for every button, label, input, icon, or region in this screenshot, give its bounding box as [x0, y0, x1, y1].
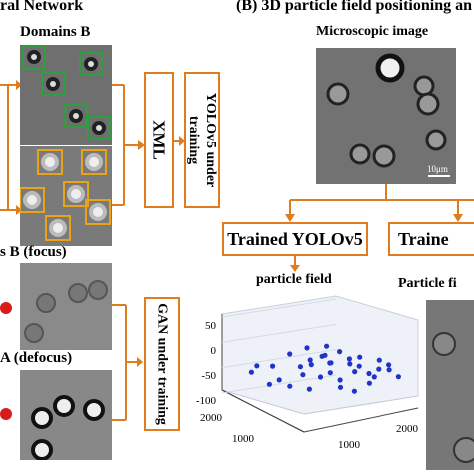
z-grid-line: [221, 349, 337, 369]
scatter-point: [307, 357, 313, 363]
micro-to-trained-connector: [285, 184, 474, 222]
z-grid-line: [221, 298, 337, 318]
scatter-point: [386, 367, 392, 373]
scatter-point: [337, 384, 344, 390]
red-dot-defocus: [0, 408, 12, 420]
panel-b-title: (B) 3D particle field positioning an: [236, 0, 472, 15]
scatter-point: [376, 366, 382, 372]
scatter-point: [366, 370, 372, 377]
scatter-point: [300, 372, 306, 378]
scatter-point: [327, 370, 333, 376]
scatter-point: [270, 363, 276, 369]
scatter-point: [266, 381, 272, 387]
xml-to-yolo-arrow: [174, 136, 185, 146]
scatter-point: [308, 362, 314, 368]
z-tick-neg50: -50: [201, 370, 216, 382]
scatter-point: [337, 349, 343, 355]
scatter-point: [324, 343, 330, 349]
green-box-1: [22, 46, 46, 70]
x-tick-2000: 2000: [200, 412, 223, 424]
scatter-point: [287, 383, 293, 389]
images-to-xml-connector: [112, 84, 145, 206]
x-tick-1000: 1000: [232, 433, 255, 445]
xml-box: XML: [144, 72, 174, 208]
right-micro-image: [426, 300, 474, 470]
scatter-point: [351, 388, 357, 394]
panel-b-title-text: (B) 3D particle field positioning an: [236, 0, 473, 14]
gan-connector: [112, 304, 143, 421]
domains-b-image-green: [20, 45, 112, 145]
grid-lines: [221, 298, 337, 394]
microscopic-image: 10μm: [316, 48, 456, 184]
scatter-point: [376, 357, 382, 363]
scatter-point: [297, 364, 303, 370]
particle-field-cut-label: Particle fi: [398, 276, 457, 291]
domains-a-defocus-label: A (defocus): [0, 350, 73, 366]
scatter-point: [395, 374, 401, 380]
scatter-point: [386, 362, 392, 368]
scatter-point: [366, 380, 372, 386]
scatter-point: [248, 369, 254, 375]
z-tick-50: 50: [205, 320, 217, 332]
z-grid-line: [221, 323, 337, 343]
scatter-point: [337, 377, 343, 383]
scatter-point: [356, 363, 362, 369]
scatter-point: [306, 386, 312, 392]
left-connector-lines: [0, 80, 22, 215]
z-tick-0: 0: [211, 345, 217, 357]
scatter-point: [357, 354, 363, 360]
gan-training-box: GAN under training: [144, 297, 180, 431]
particle-field-label: particle field: [256, 272, 332, 287]
scatter-point: [317, 374, 324, 380]
domains-b-focus-label: s B (focus): [0, 244, 67, 260]
scatter-point: [328, 360, 334, 366]
scatter-point: [371, 374, 377, 380]
microscopic-image-label: Microscopic image: [316, 24, 429, 39]
scatter-point: [346, 356, 352, 362]
scatter-point: [304, 345, 310, 351]
scatter-point: [347, 361, 353, 367]
yolo-training-label: YOLOv5 under training: [186, 92, 218, 188]
panel-a-title: ral Network: [0, 0, 84, 14]
trained-yolo-label: Trained YOLOv5: [227, 228, 363, 249]
scatter-point: [322, 352, 328, 358]
trained-box-cut: Traine: [388, 222, 474, 256]
y-tick-2000: 2000: [396, 423, 419, 435]
scatter-point: [352, 369, 358, 375]
scatter-point: [287, 351, 293, 357]
gan-training-label: GAN under training: [154, 303, 170, 425]
z-tick-neg100: -100: [196, 395, 216, 407]
trained-yolo-box: Trained YOLOv5: [222, 222, 368, 256]
trained-cut-label: Traine: [398, 228, 449, 249]
domains-b-focus-image: [20, 263, 112, 350]
xml-label: XML: [149, 120, 169, 160]
scatter-point: [276, 377, 282, 383]
z-grid-line: [221, 374, 337, 394]
y-tick-1000: 1000: [338, 439, 361, 451]
scale-bar-label: 10μm: [427, 164, 448, 174]
domains-b-label: Domains B: [20, 24, 91, 40]
red-dot-focus: [0, 302, 12, 314]
scatter-point: [254, 363, 260, 369]
yolo-training-box: YOLOv5 under training: [184, 72, 220, 208]
particle-field-scatter-chart: 50 0 -50 -100 2000 1000 1000 2000: [196, 295, 419, 451]
domains-b-image-yellow: [20, 146, 112, 246]
trained-to-field-arrow: [290, 256, 300, 272]
domains-a-defocus-image: [20, 370, 112, 460]
scatter-points: [248, 343, 401, 394]
